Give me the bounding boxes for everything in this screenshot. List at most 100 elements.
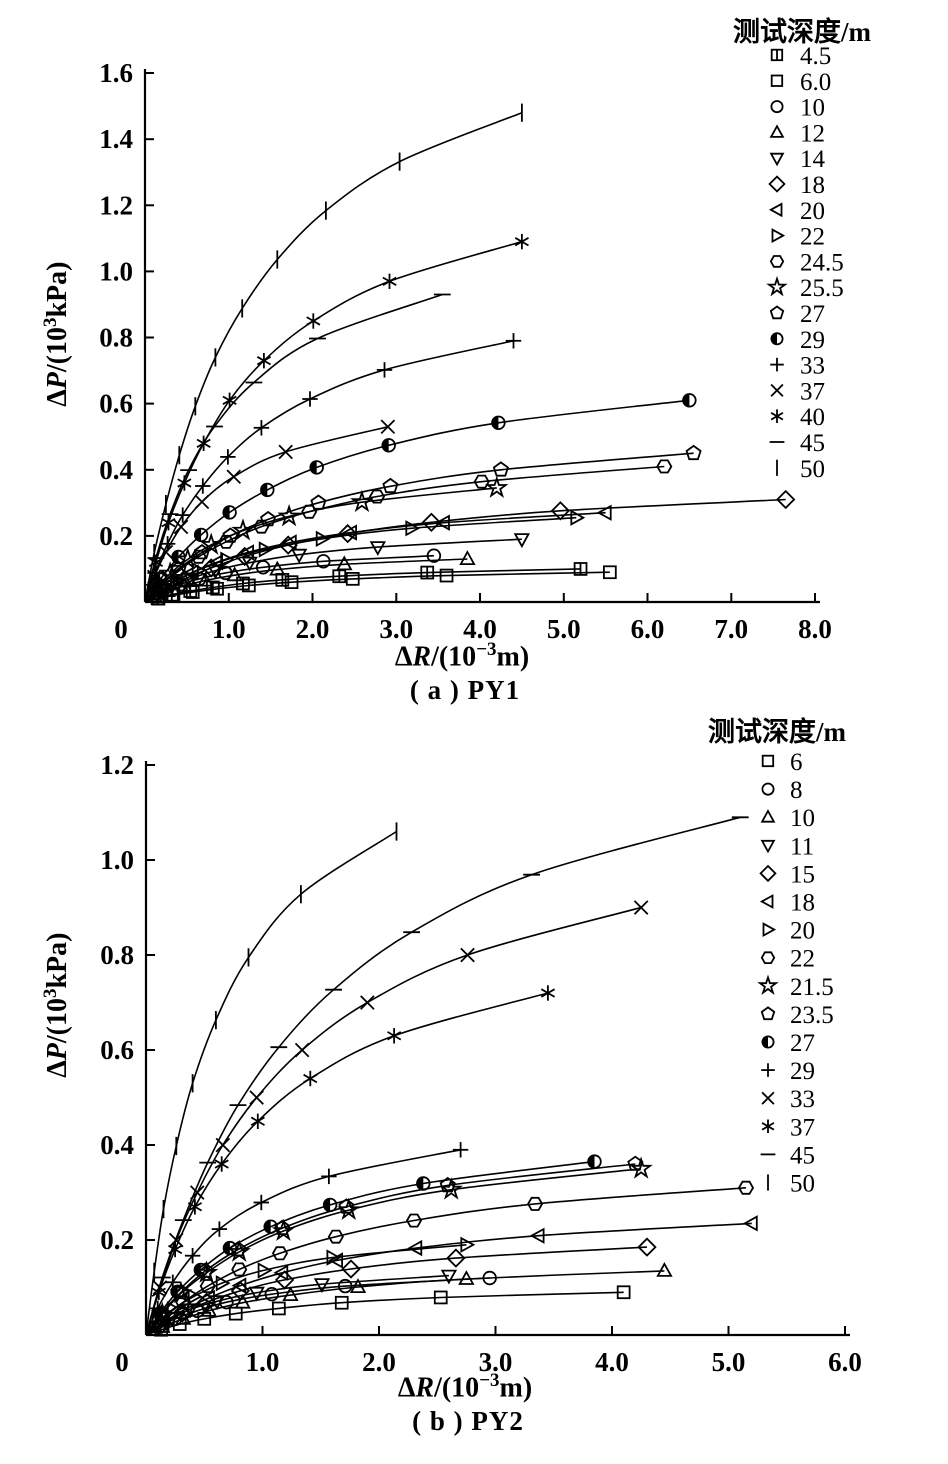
- ylabel-sup: 3: [39, 988, 61, 999]
- triangle-down-marker: [248, 1286, 265, 1302]
- asterisk-marker: [540, 985, 556, 1001]
- y-tick-label: 0.2: [99, 521, 133, 551]
- xlabel-end: m): [499, 1372, 533, 1404]
- triangle-right-marker: [460, 1236, 476, 1253]
- xlabel-var: R: [415, 1372, 435, 1404]
- series-27-curve: [145, 1160, 595, 1336]
- legend-label: 24.5: [800, 249, 844, 276]
- x-tick-label: 3.0: [479, 1347, 513, 1377]
- series-50-curve: [144, 111, 523, 603]
- star-marker: [766, 275, 788, 297]
- plus-marker: [220, 449, 236, 465]
- circle-half-marker: [193, 1262, 209, 1278]
- y-tick-label: 0.4: [99, 455, 133, 485]
- xlabel-delta: Δ: [397, 1372, 416, 1404]
- hexagon-shape: [327, 1229, 344, 1244]
- legend-label: 29: [790, 1058, 815, 1085]
- legend-label: 10: [800, 95, 825, 122]
- diamond-shape: [446, 1248, 466, 1268]
- legend-item-50: 50: [776, 456, 825, 483]
- pentagon-shape: [439, 1176, 456, 1193]
- triangle-left-shape: [200, 1289, 215, 1307]
- triangle-right-marker: [187, 1288, 203, 1305]
- pentagon-shape: [627, 1155, 644, 1171]
- legend-label: 45: [800, 430, 825, 457]
- x-cross-marker: [633, 900, 649, 915]
- asterisk-marker: [761, 1119, 775, 1134]
- legend-item-27: 27: [769, 301, 825, 328]
- plus-marker: [505, 333, 522, 349]
- plus-marker: [211, 1221, 228, 1237]
- triangle-right-marker: [762, 922, 777, 938]
- circle-half-marker: [682, 393, 697, 408]
- triangle-right-marker: [215, 1275, 231, 1292]
- triangle-down-marker: [513, 533, 531, 549]
- legend-label: 20: [790, 918, 815, 945]
- legend-label: 11: [790, 833, 814, 860]
- pentagon-marker: [492, 461, 509, 477]
- diamond-marker: [637, 1237, 657, 1257]
- triangle-right-marker: [166, 1301, 182, 1318]
- legend-item-11: 11: [760, 833, 814, 860]
- triangle-up-marker: [226, 566, 243, 582]
- series-22-markers: [152, 509, 586, 600]
- py1-y-axis-label: ΔP/(103kPa): [40, 194, 74, 474]
- triangle-up-marker: [336, 555, 353, 571]
- circle-half-marker: [222, 505, 237, 520]
- chart-PY1: 0 1.0 2.0 3.0 4.0 5.0 6.0 7.0 8.0 0.2 0.4 0.6 0.8 1.0…: [99, 58, 832, 644]
- square-marker: [761, 754, 775, 768]
- asterisk-marker: [514, 233, 529, 250]
- legend-label: 29: [800, 327, 825, 354]
- pentagon-marker: [193, 543, 210, 560]
- xlabel-mid: /(10: [431, 641, 477, 673]
- diamond-marker: [196, 1292, 217, 1312]
- triangle-right-shape: [257, 1262, 273, 1279]
- pentagon-marker: [627, 1155, 644, 1171]
- star-marker: [629, 1156, 653, 1179]
- hexagon-marker: [737, 1180, 755, 1195]
- xlabel-delta: Δ: [394, 641, 413, 673]
- triangle-right-marker: [570, 509, 586, 526]
- legend-label: 23.5: [790, 1002, 834, 1029]
- circle-marker: [316, 554, 331, 569]
- triangle-down-marker: [369, 541, 387, 556]
- pentagon-marker: [170, 560, 187, 576]
- circle-half-marker: [222, 1240, 238, 1256]
- asterisk-marker: [306, 313, 321, 329]
- x-cross-marker: [226, 469, 242, 485]
- legend-item-25.5: 25.5: [766, 275, 844, 302]
- triangle-down-shape: [313, 1278, 331, 1294]
- series-23.5-curve: [145, 1163, 636, 1336]
- asterisk-marker: [214, 1156, 229, 1172]
- triangle-right-marker: [220, 551, 236, 568]
- series-45-markers: [153, 816, 749, 1279]
- triangle-down-shape: [369, 541, 387, 556]
- series-40-markers: [148, 233, 529, 570]
- diamond-shape: [768, 175, 786, 193]
- legend-item-10: 10: [760, 805, 815, 832]
- y-tick-label: 0.2: [100, 1225, 134, 1255]
- xlabel-end: m): [496, 641, 530, 673]
- asterisk-marker: [303, 1070, 318, 1087]
- y-tick-label: 1.6: [99, 58, 133, 88]
- triangle-up-marker: [760, 809, 776, 823]
- legend-item-4.5: 4.5: [770, 43, 831, 70]
- py1-legend-title: 测试深度/m: [733, 17, 871, 47]
- hexagon-shape: [368, 489, 386, 504]
- pentagon-marker: [769, 305, 785, 320]
- triangle-left-shape: [231, 1277, 247, 1294]
- triangle-up-marker: [458, 1270, 475, 1285]
- x-cross-marker: [380, 419, 396, 435]
- x-tick-label: 5.0: [712, 1347, 746, 1377]
- y-tick-label: 0.6: [99, 389, 133, 419]
- pentagon-shape: [492, 461, 509, 477]
- legend-item-33: 33: [761, 1086, 815, 1113]
- hexagon-marker: [473, 474, 490, 489]
- triangle-up-shape: [459, 550, 476, 565]
- y-tick-label: 0.8: [100, 940, 134, 970]
- chart-PY2: 0 1.0 2.0 3.0 4.0 5.0 6.0 0.2 0.4 0.6 0.8 1.0 1.2: [100, 750, 862, 1377]
- legend-item-33: 33: [770, 353, 825, 380]
- triangle-right-shape: [570, 509, 586, 526]
- legend-label: 50: [790, 1171, 815, 1198]
